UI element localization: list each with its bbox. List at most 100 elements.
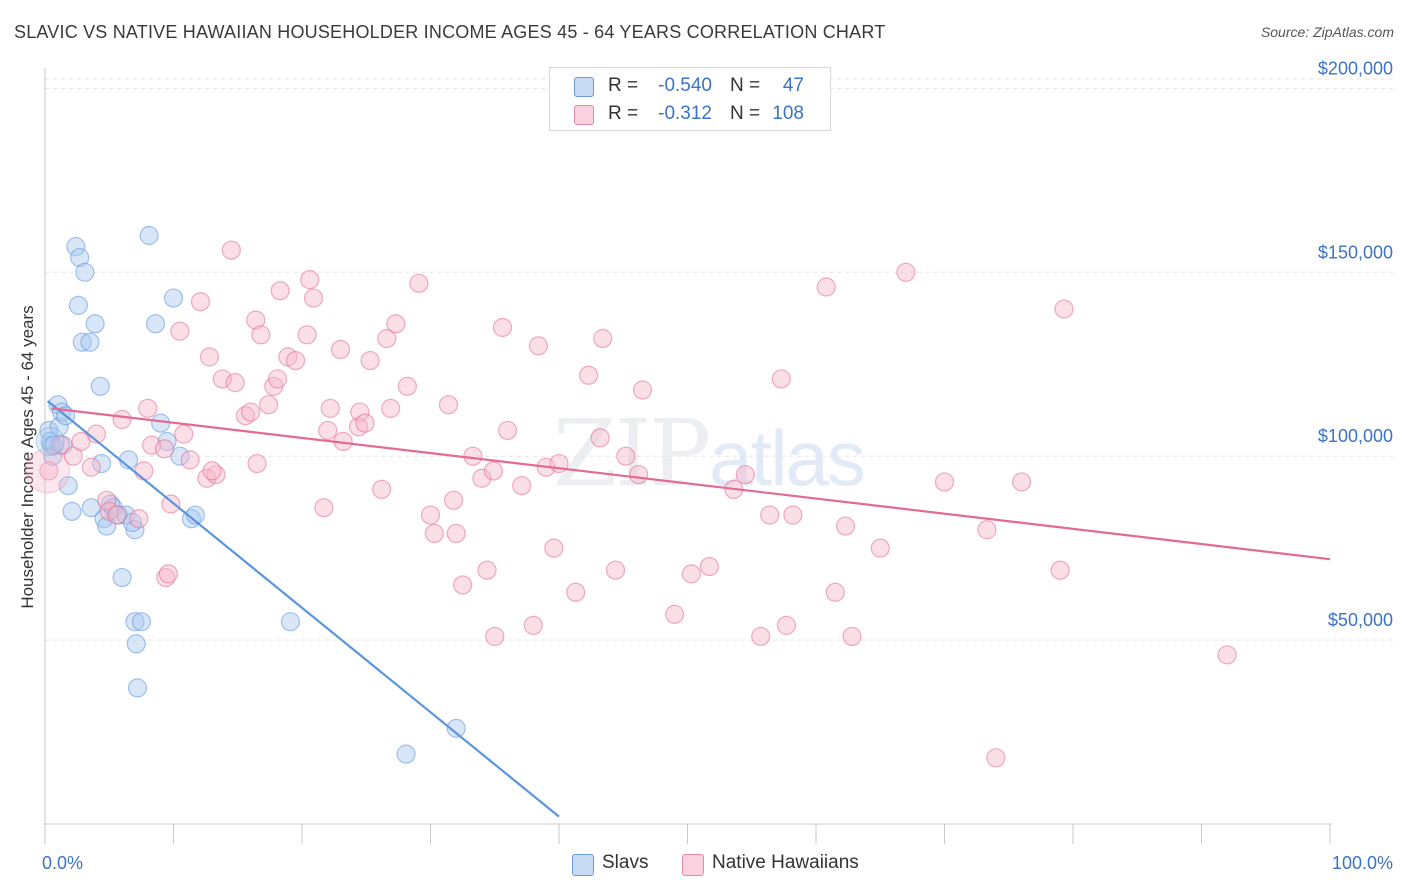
point-native-hawaiians	[528, 336, 549, 356]
point-native-hawaiians	[138, 398, 158, 418]
point-native-hawaiians	[463, 446, 483, 466]
point-native-hawaiians	[270, 281, 290, 301]
point-native-hawaiians	[71, 431, 91, 452]
point-native-hawaiians	[616, 446, 636, 466]
point-native-hawaiians	[190, 292, 211, 312]
point-native-hawaiians	[97, 490, 117, 510]
legend-r-label: R =	[608, 103, 639, 124]
point-native-hawaiians	[751, 626, 771, 647]
point-slavs	[81, 498, 101, 518]
point-native-hawaiians	[285, 350, 306, 371]
legend-swatch-slavs	[574, 77, 594, 97]
legend-n-label: N =	[730, 75, 761, 96]
point-slavs	[68, 295, 89, 315]
point-slavs	[125, 520, 145, 540]
legend-r-value: -0.540	[658, 75, 712, 96]
point-slavs	[35, 426, 65, 456]
point-native-hawaiians	[107, 505, 127, 525]
point-native-hawaiians	[180, 450, 200, 470]
point-native-hawaiians	[977, 520, 997, 540]
point-native-hawaiians	[318, 420, 338, 441]
point-native-hawaiians	[1050, 560, 1070, 580]
point-slavs	[139, 225, 159, 246]
point-native-hawaiians	[221, 240, 241, 260]
point-slavs	[90, 376, 110, 396]
point-slavs	[72, 332, 92, 352]
point-slavs	[58, 476, 78, 496]
x-tick-label: 0.0%	[42, 853, 83, 873]
legend-row-slavs: R = -0.540 N = 47	[550, 72, 830, 100]
point-native-hawaiians	[303, 288, 324, 308]
point-native-hawaiians	[665, 604, 685, 624]
legend-swatch-native-hawaiians	[574, 105, 594, 125]
trend-line-slavs	[46, 400, 560, 818]
point-native-hawaiians	[605, 560, 626, 580]
point-slavs	[280, 612, 301, 632]
point-native-hawaiians	[842, 626, 862, 647]
legend-n-value: 47	[782, 75, 804, 96]
series-swatch-native-hawaiians	[682, 854, 704, 876]
point-native-hawaiians	[297, 325, 317, 345]
x-tick-label: 100.0%	[1332, 853, 1393, 873]
point-native-hawaiians	[129, 509, 149, 529]
point-slavs	[126, 634, 146, 654]
point-native-hawaiians	[483, 461, 504, 481]
point-native-hawaiians	[566, 582, 586, 602]
point-native-hawaiians	[377, 328, 397, 349]
point-native-hawaiians	[158, 564, 178, 584]
point-slavs	[66, 236, 86, 257]
watermark-zip: ZIP	[553, 400, 711, 507]
point-slavs	[80, 332, 100, 352]
point-slavs	[91, 453, 112, 474]
point-slavs	[112, 567, 132, 588]
y-tick-label: $200,000	[1318, 58, 1393, 78]
point-native-hawaiians	[1011, 472, 1032, 492]
point-native-hawaiians	[212, 369, 232, 389]
point-native-hawaiians	[492, 317, 513, 338]
point-native-hawaiians	[544, 538, 564, 558]
point-slavs	[157, 431, 177, 452]
series-label-slavs: Slavs	[602, 852, 649, 873]
point-native-hawaiians	[825, 582, 845, 602]
point-native-hawaiians	[386, 314, 406, 334]
point-native-hawaiians	[512, 476, 532, 496]
legend-n-value: 108	[772, 103, 804, 124]
point-native-hawaiians	[498, 420, 518, 441]
point-native-hawaiians	[835, 516, 856, 536]
point-native-hawaiians	[444, 490, 464, 510]
point-native-hawaiians	[348, 417, 369, 437]
point-native-hawaiians	[320, 398, 340, 418]
point-native-hawaiians	[590, 428, 610, 448]
point-native-hawaiians	[134, 461, 154, 481]
point-native-hawaiians	[235, 406, 256, 426]
point-slavs	[70, 247, 90, 268]
point-slavs	[100, 494, 121, 514]
point-slavs	[75, 262, 95, 282]
point-native-hawaiians	[81, 457, 101, 477]
point-native-hawaiians	[438, 395, 459, 415]
chart-title: SLAVIC VS NATIVE HAWAIIAN HOUSEHOLDER IN…	[14, 22, 886, 42]
point-slavs	[131, 612, 151, 632]
point-native-hawaiians	[681, 564, 701, 584]
point-native-hawaiians	[258, 395, 279, 415]
point-native-hawaiians	[870, 538, 890, 558]
point-native-hawaiians	[632, 380, 653, 400]
point-native-hawaiians	[760, 505, 780, 525]
point-native-hawaiians	[314, 498, 334, 518]
point-native-hawaiians	[112, 409, 132, 430]
point-native-hawaiians	[156, 567, 176, 588]
point-native-hawaiians	[154, 439, 175, 459]
point-native-hawaiians	[771, 369, 791, 389]
point-native-hawaiians	[355, 413, 375, 433]
point-native-hawaiians	[593, 328, 613, 349]
point-native-hawaiians	[360, 350, 380, 371]
point-native-hawaiians	[629, 464, 649, 485]
point-native-hawaiians	[381, 398, 401, 418]
point-native-hawaiians	[735, 464, 755, 485]
point-native-hawaiians	[142, 435, 162, 455]
point-native-hawaiians	[1217, 645, 1237, 665]
point-native-hawaiians	[300, 270, 320, 290]
point-native-hawaiians	[225, 373, 245, 393]
point-native-hawaiians	[699, 556, 719, 577]
